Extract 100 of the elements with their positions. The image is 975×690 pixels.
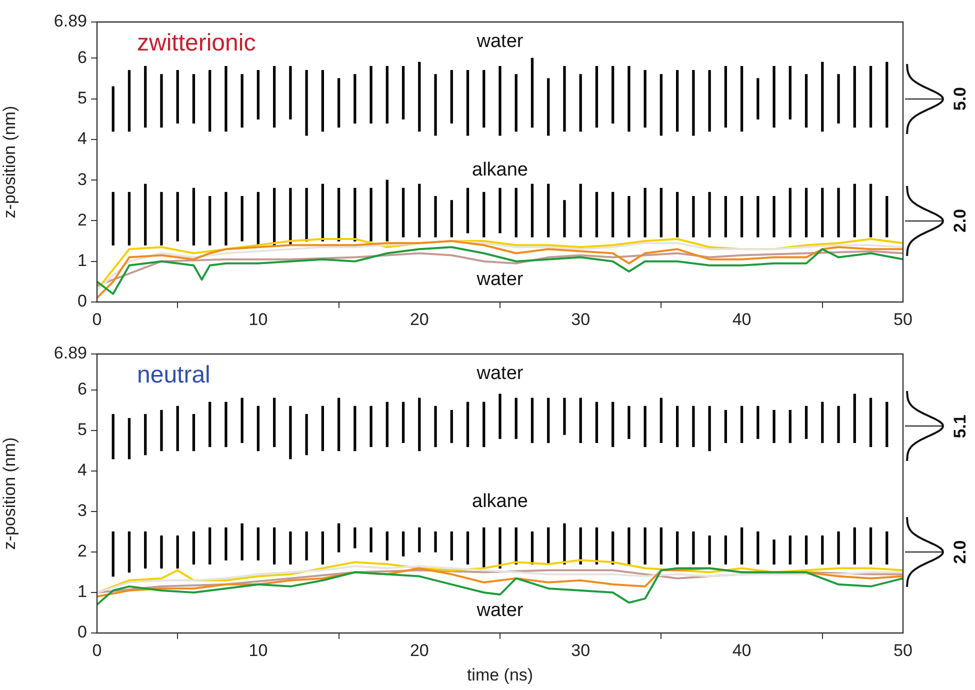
- bar: [869, 527, 872, 564]
- x-axis-title: time (ns): [466, 665, 534, 684]
- bar: [208, 196, 212, 246]
- annotation: water: [476, 362, 524, 384]
- bar: [482, 527, 486, 569]
- bar: [547, 398, 550, 444]
- y-tick-label: 3: [78, 170, 87, 189]
- bar: [724, 535, 728, 564]
- bar: [837, 74, 840, 124]
- bar: [644, 188, 646, 238]
- bar: [644, 406, 646, 448]
- bar: [224, 402, 228, 448]
- bar: [772, 540, 776, 564]
- bar: [192, 414, 196, 452]
- bar: [514, 398, 518, 439]
- bar: [612, 192, 614, 238]
- bar: [321, 184, 324, 242]
- bar: [208, 70, 212, 132]
- bar: [788, 66, 792, 120]
- x-tick-label: 10: [248, 640, 268, 660]
- bar: [821, 188, 824, 238]
- bar: [305, 531, 308, 560]
- bar: [418, 62, 421, 132]
- bar: [386, 531, 388, 560]
- bar: [692, 531, 695, 564]
- bar: [772, 410, 776, 444]
- bar: [176, 406, 179, 452]
- bar: [370, 66, 372, 124]
- y-tick-label: 1: [78, 582, 87, 602]
- bar: [370, 527, 372, 552]
- bar: [450, 70, 453, 124]
- x-tick-label: 10: [248, 310, 268, 329]
- annotation: alkane: [472, 160, 528, 181]
- bar: [176, 192, 179, 242]
- bar: [886, 402, 888, 448]
- bar: [240, 74, 244, 128]
- bar: [402, 188, 405, 238]
- bar: [112, 531, 114, 577]
- bar: [708, 535, 711, 564]
- y-axis-title: z-position (nm): [0, 437, 19, 550]
- chart-title: zwitterionic: [137, 30, 256, 57]
- y-tick-label: 1: [78, 251, 87, 270]
- bar: [579, 398, 582, 444]
- bar: [482, 402, 486, 448]
- bar: [740, 527, 744, 564]
- bar: [804, 406, 808, 439]
- bar: [321, 70, 324, 132]
- bar: [450, 200, 453, 238]
- bar: [756, 196, 760, 238]
- bar: [708, 406, 711, 452]
- text: 5.1: [950, 414, 970, 438]
- x-tick-label: 40: [732, 640, 752, 660]
- bar: [853, 394, 856, 444]
- bar: [434, 196, 437, 238]
- bar: [595, 402, 598, 444]
- text: 2.0: [950, 540, 970, 564]
- y-tick-label: 2: [78, 210, 87, 230]
- x-tick-label: 20: [410, 640, 429, 660]
- y-tick-label: 2: [78, 542, 87, 561]
- bar: [886, 531, 888, 564]
- x-tick-label: 30: [571, 640, 590, 660]
- bar: [434, 531, 437, 552]
- bar: [498, 66, 502, 136]
- bar: [853, 66, 856, 128]
- bar: [160, 535, 163, 569]
- y-tick-label: 0: [78, 622, 87, 642]
- bar: [821, 402, 824, 444]
- bar: [788, 535, 792, 564]
- bar: [772, 196, 776, 238]
- bar: [128, 192, 131, 246]
- bar: [112, 192, 114, 246]
- x-tick-label: 0: [92, 640, 102, 660]
- bar: [305, 414, 308, 456]
- bar: [804, 74, 808, 128]
- bar: [547, 78, 550, 136]
- bar: [160, 192, 163, 246]
- bar: [724, 410, 728, 444]
- bar: [272, 398, 276, 448]
- bar: [337, 398, 340, 452]
- bar: [660, 74, 663, 136]
- bar: [612, 402, 614, 448]
- bar: [160, 410, 163, 452]
- bar: [418, 184, 421, 238]
- bar: [530, 184, 534, 238]
- bar: [579, 184, 582, 238]
- y-tick-label: 5: [78, 88, 87, 108]
- annotation: water: [476, 268, 524, 290]
- bar: [272, 188, 276, 246]
- bar: [563, 398, 566, 435]
- bar: [869, 398, 872, 448]
- x-tick-label: 20: [410, 310, 429, 329]
- bar: [530, 398, 534, 444]
- annotation: water: [476, 30, 524, 52]
- y-axis-title: z-position (nm): [0, 106, 19, 218]
- bar: [370, 406, 372, 448]
- bar: [144, 184, 147, 246]
- bar: [337, 523, 340, 552]
- bar: [612, 66, 614, 124]
- bar: [160, 74, 163, 128]
- bar: [756, 531, 760, 564]
